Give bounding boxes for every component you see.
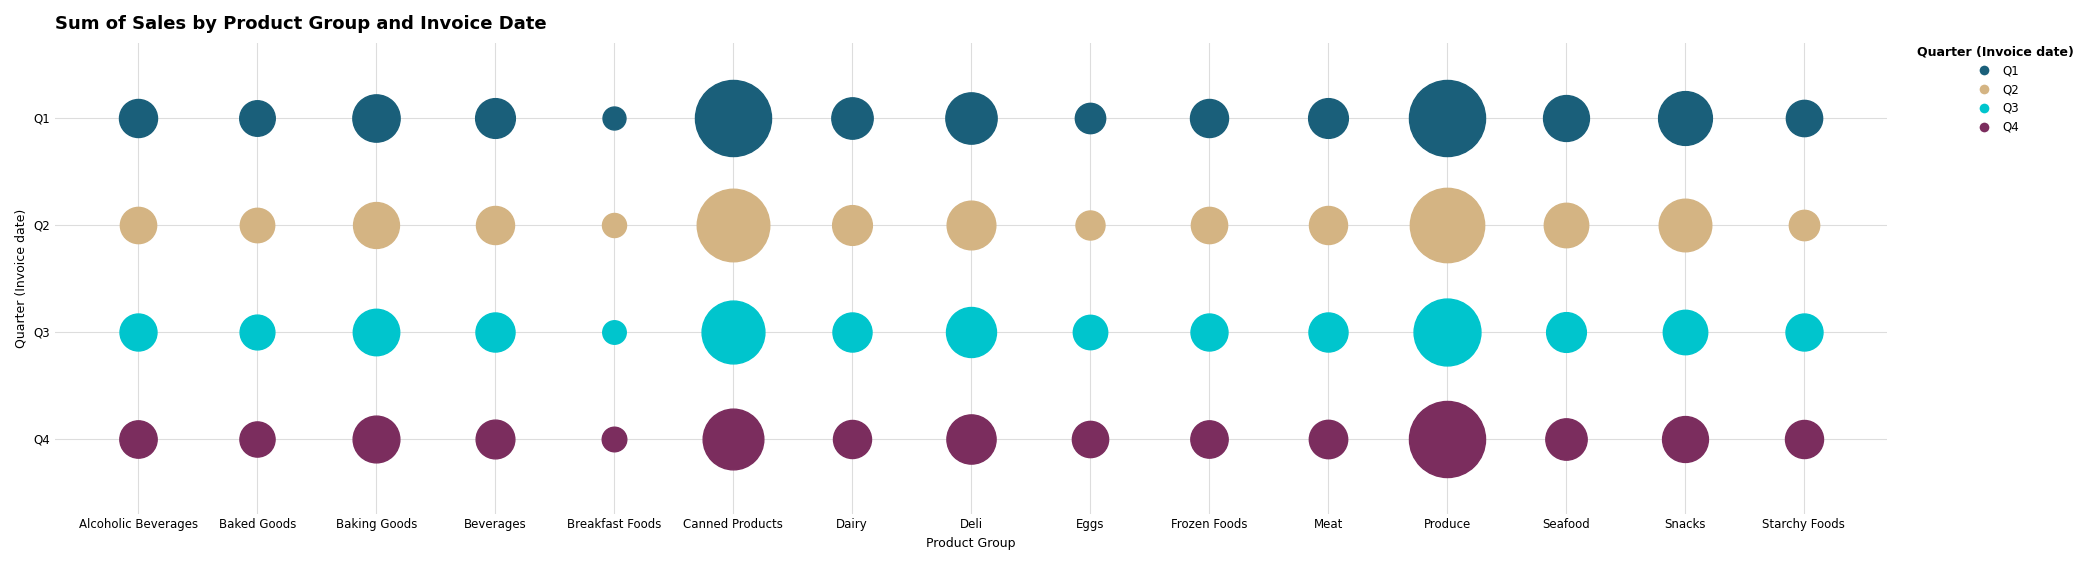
Point [1549,113,1582,122]
Point [835,220,869,229]
Point [716,113,749,122]
Point [1193,327,1226,336]
Point [1193,113,1226,122]
Point [597,220,630,229]
Point [835,327,869,336]
Point [479,327,513,336]
Point [1787,220,1821,229]
Point [1074,220,1107,229]
Point [597,434,630,443]
Point [479,220,513,229]
Point [954,220,988,229]
Point [479,434,513,443]
Point [954,434,988,443]
Point [1668,113,1702,122]
Point [1193,220,1226,229]
Point [241,327,274,336]
Point [1787,113,1821,122]
Point [1312,220,1346,229]
Point [954,113,988,122]
Point [1787,327,1821,336]
Point [121,220,155,229]
Point [1193,434,1226,443]
Point [1668,220,1702,229]
Point [1549,220,1582,229]
Point [360,113,393,122]
Point [1430,220,1463,229]
Point [241,220,274,229]
Y-axis label: Quarter (Invoice date): Quarter (Invoice date) [15,208,27,348]
Point [716,327,749,336]
Point [360,220,393,229]
Point [597,113,630,122]
Point [1549,434,1582,443]
Point [360,327,393,336]
Point [1549,327,1582,336]
Point [1668,327,1702,336]
Point [716,434,749,443]
Text: Sum of Sales by Product Group and Invoice Date: Sum of Sales by Product Group and Invoic… [54,15,546,33]
Point [1074,327,1107,336]
Point [835,113,869,122]
Point [597,327,630,336]
Point [835,434,869,443]
Point [1312,434,1346,443]
Legend: Q1, Q2, Q3, Q4: Q1, Q2, Q3, Q4 [1911,40,2080,140]
Point [1074,434,1107,443]
X-axis label: Product Group: Product Group [927,537,1015,550]
Point [1430,113,1463,122]
Point [716,220,749,229]
Point [241,113,274,122]
Point [1074,113,1107,122]
Point [1430,327,1463,336]
Point [1312,113,1346,122]
Point [121,434,155,443]
Point [121,327,155,336]
Point [241,434,274,443]
Point [1430,434,1463,443]
Point [360,434,393,443]
Point [954,327,988,336]
Point [121,113,155,122]
Point [1312,327,1346,336]
Point [479,113,513,122]
Point [1787,434,1821,443]
Point [1668,434,1702,443]
